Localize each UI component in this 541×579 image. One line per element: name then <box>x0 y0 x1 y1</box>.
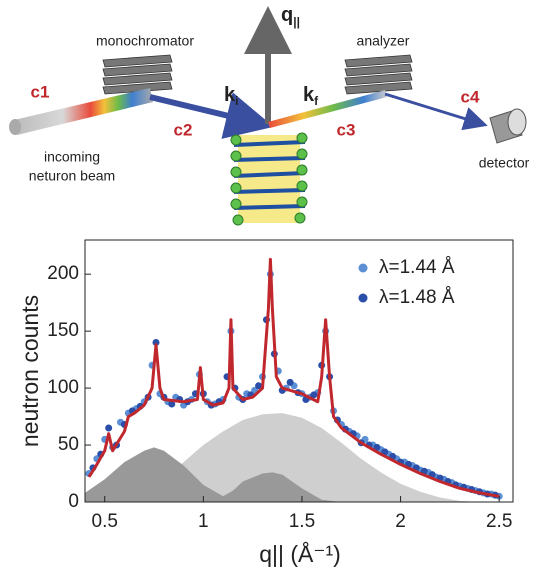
data-point <box>286 378 294 386</box>
y-tick-label: 200 <box>47 263 79 284</box>
x-axis-label: q|| (Å⁻¹) <box>259 540 341 567</box>
data-point <box>373 443 381 451</box>
x-tick-label: 1.5 <box>289 511 315 532</box>
ki-label: ki <box>224 84 238 108</box>
ki-main: k <box>224 84 236 106</box>
membrane-stack <box>230 132 308 226</box>
y-tick-label: 100 <box>47 377 79 398</box>
detector-label: detector <box>479 155 530 171</box>
c4-arrow <box>384 92 488 131</box>
legend-label: λ=1.48 Å <box>379 287 455 308</box>
incoming-beam <box>14 88 153 135</box>
data-point <box>310 391 318 399</box>
c2-label: c2 <box>174 120 193 139</box>
ki-sub: i <box>235 94 238 108</box>
incoming-label: incoming <box>44 149 100 165</box>
data-point <box>105 424 113 432</box>
x-tick-label: 2.5 <box>486 511 512 532</box>
analyzer-label: analyzer <box>357 33 410 49</box>
kf-label: kf <box>303 84 319 108</box>
y-tick-label: 50 <box>58 434 79 455</box>
scattered-beam <box>268 90 387 128</box>
kf-sub: f <box>314 94 319 108</box>
detector-icon <box>489 108 527 144</box>
x-tick-label: 1 <box>198 511 209 532</box>
x-tick-label: 2 <box>395 511 406 532</box>
legend-marker <box>358 263 368 273</box>
beam-end <box>9 119 21 135</box>
data-point <box>152 339 160 347</box>
c4-label: c4 <box>461 87 480 106</box>
data-layer <box>85 257 503 502</box>
c2-arrow <box>149 92 274 139</box>
q-sub: || <box>293 15 300 29</box>
schematic: monochromator analyzer c1 c2 c3 c4 incom… <box>9 4 530 226</box>
monochromator-crystal <box>102 54 173 95</box>
c3-label: c3 <box>337 120 356 139</box>
q-main: q <box>281 4 293 26</box>
plot: 0.5 1 1.5 2 2.5 0 50 100 150 200 λ=1.44 Å λ=1.48 Å <box>47 257 512 532</box>
y-tick-label: 150 <box>47 320 79 341</box>
c1-label: c1 <box>31 82 50 101</box>
area <box>124 413 480 502</box>
area <box>85 447 342 502</box>
data-point <box>168 400 176 408</box>
incoming-label: neturon beam <box>29 168 115 184</box>
plot-frame <box>84 239 514 503</box>
kf-main: k <box>303 84 315 106</box>
q-label: q|| <box>281 4 300 29</box>
analyzer-crystal <box>344 54 413 95</box>
fit-line <box>87 257 500 498</box>
legend-marker <box>358 293 368 303</box>
monochromator-label: monochromator <box>96 33 194 49</box>
data-point <box>255 382 263 390</box>
x-tick-label: 0.5 <box>92 511 118 532</box>
y-axis-label: neutron counts <box>17 295 43 447</box>
y-tick-label: 0 <box>68 491 79 512</box>
legend-label: λ=1.44 Å <box>379 257 455 278</box>
